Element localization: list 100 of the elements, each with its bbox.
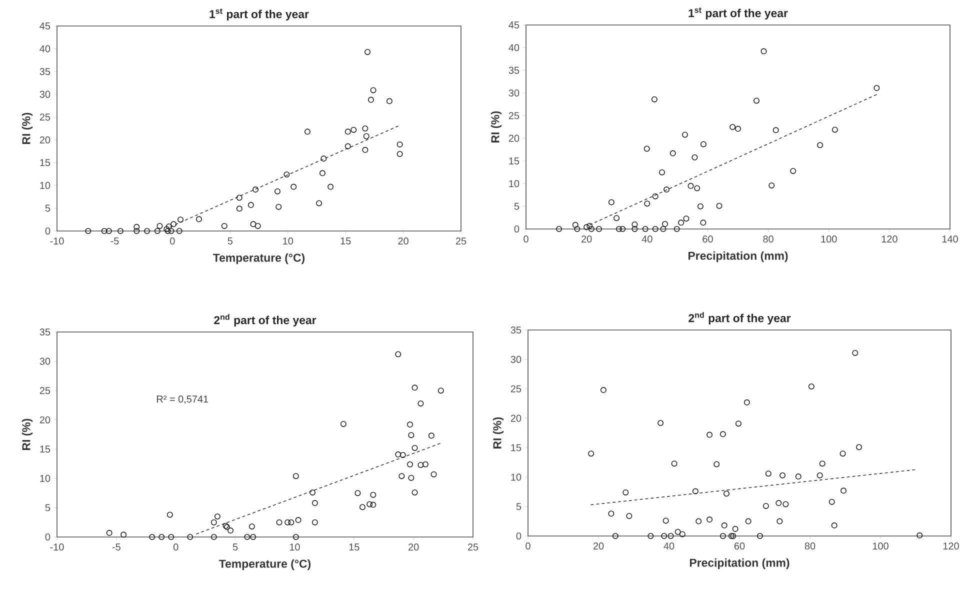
point — [85, 228, 92, 234]
point — [284, 172, 290, 178]
point — [134, 228, 140, 234]
x-tick-label: 20 — [398, 238, 408, 245]
point — [706, 432, 713, 438]
y-tick-label: 0 — [516, 532, 522, 540]
point — [658, 420, 664, 426]
x-tick-label: 40 — [642, 236, 652, 243]
point — [408, 474, 414, 481]
point — [228, 528, 234, 534]
point — [556, 226, 562, 232]
point — [716, 202, 722, 209]
point — [588, 450, 594, 457]
point — [292, 534, 299, 540]
point — [600, 387, 606, 394]
point — [168, 228, 174, 234]
y-tick-label: 0 — [514, 225, 520, 233]
point — [780, 472, 786, 478]
point — [158, 534, 165, 540]
point — [753, 98, 760, 104]
x-tick-label: 140 — [942, 236, 958, 243]
y-tick-label: 15 — [511, 444, 522, 452]
y-tick-label: 5 — [514, 202, 520, 210]
x-tick-label: 80 — [804, 542, 816, 550]
point — [679, 531, 686, 538]
x-tick-label: 120 — [882, 236, 898, 243]
point — [412, 489, 418, 496]
point — [572, 222, 578, 228]
point — [760, 48, 767, 54]
point — [412, 384, 418, 391]
x-tick-label: 0 — [173, 544, 178, 551]
point — [344, 128, 351, 135]
y-tick-label: 35 — [40, 68, 50, 76]
point — [692, 488, 698, 494]
x-axis-title: Precipitation (mm) — [690, 558, 790, 570]
point — [370, 492, 376, 498]
point — [832, 126, 838, 133]
point — [210, 534, 217, 540]
point — [688, 182, 694, 189]
point — [407, 422, 414, 428]
x-tick-label: 5 — [228, 238, 232, 244]
point — [574, 226, 580, 232]
y-tick-label: 20 — [508, 134, 520, 142]
point — [354, 490, 361, 496]
point — [366, 501, 373, 508]
x-tick-label: 120 — [943, 542, 959, 550]
point — [236, 194, 242, 201]
y-tick-label: 40 — [508, 44, 520, 52]
y-tick-label: 15 — [509, 158, 520, 164]
point — [236, 206, 242, 212]
point — [166, 223, 172, 230]
x-tick-label: 25 — [456, 238, 466, 245]
point — [386, 98, 392, 104]
y-tick-label: 10 — [40, 474, 50, 482]
point — [756, 533, 763, 539]
x-tick-label: 5 — [232, 544, 238, 550]
point — [586, 222, 593, 229]
point — [840, 450, 846, 457]
y-tick-label: 5 — [516, 503, 522, 510]
point — [852, 350, 858, 356]
point — [178, 216, 184, 223]
y-tick-label: 30 — [510, 356, 522, 363]
point — [430, 471, 437, 478]
point — [187, 534, 194, 540]
point — [644, 146, 650, 152]
point — [408, 432, 414, 438]
y-tick-label: 5 — [45, 204, 50, 212]
point — [648, 533, 654, 539]
point — [644, 200, 650, 207]
y-axis-title: RI (%) — [492, 417, 504, 448]
point — [106, 530, 112, 536]
point — [295, 517, 302, 524]
point — [642, 226, 648, 232]
x-tick-label: 60 — [734, 542, 745, 550]
point — [651, 96, 658, 102]
point — [438, 388, 444, 394]
point — [359, 504, 366, 510]
point — [407, 461, 414, 468]
y-tick-label: 20 — [510, 414, 522, 422]
point — [674, 226, 680, 232]
point — [660, 226, 666, 232]
point — [782, 501, 789, 508]
point — [418, 400, 424, 406]
point — [682, 132, 688, 138]
x-tick-label: -10 — [50, 544, 64, 551]
y-tick-label: 15 — [40, 159, 50, 166]
y-tick-label: 10 — [509, 180, 520, 188]
point — [662, 221, 668, 228]
point — [134, 224, 140, 230]
point — [696, 518, 702, 524]
point — [661, 533, 668, 539]
chart-title: 2$^{nd}$ part of the year — [688, 312, 791, 324]
point — [776, 518, 783, 524]
point — [288, 519, 294, 526]
point — [626, 512, 632, 519]
y-tick-label: 45 — [40, 22, 50, 30]
point — [370, 502, 376, 508]
point — [819, 460, 826, 467]
point — [310, 489, 316, 496]
point — [418, 462, 424, 468]
